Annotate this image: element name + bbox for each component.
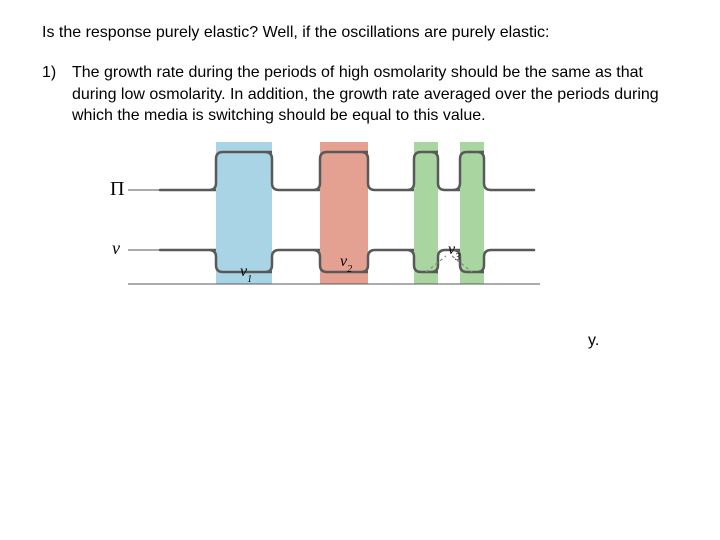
pi-axis-label: Π xyxy=(110,178,124,201)
bullet-number: 1) xyxy=(42,62,56,84)
slide: Is the response purely elastic? Well, if… xyxy=(0,0,720,540)
trailing-fragment: y. xyxy=(588,330,599,352)
svg-text:v3: v3 xyxy=(448,241,460,263)
bullet-body: The growth rate during the periods of hi… xyxy=(72,62,688,127)
nu-axis-label: ν xyxy=(112,238,120,259)
oscillation-diagram: Π ν v1v2v3 xyxy=(114,138,554,308)
intro-line: Is the response purely elastic? Well, if… xyxy=(42,22,682,44)
diagram-svg: v1v2v3 xyxy=(114,138,554,308)
